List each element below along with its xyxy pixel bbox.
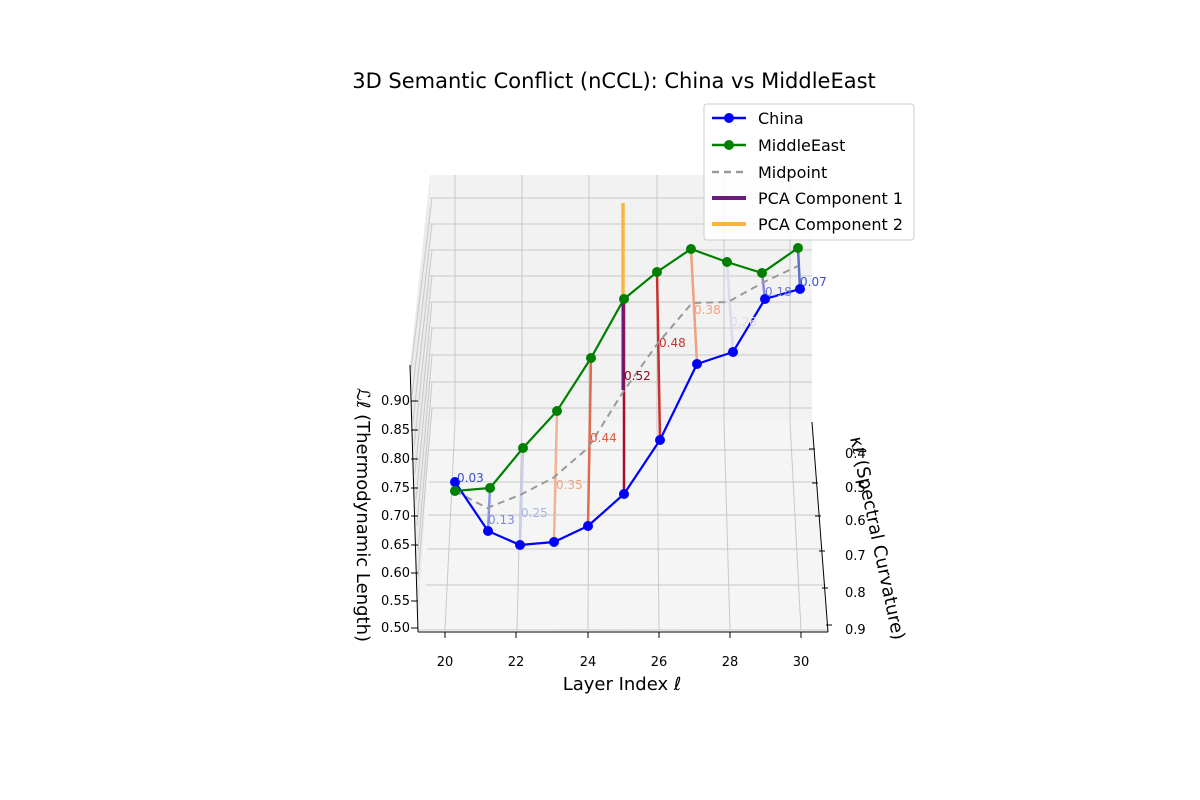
china-point: [483, 526, 493, 536]
legend-marker-1: [724, 113, 734, 123]
distance-connector: [518, 447, 525, 546]
middleeast-point: [722, 257, 732, 267]
tick-labels: 20 22 24 26 28 30 0.4 0.5 0.6 0.7 0.8 0.9 0.90 0.85 0.…: [381, 394, 866, 670]
distance-label: 0.48: [659, 336, 686, 350]
distance-label: 0.18: [765, 285, 792, 299]
china-point: [692, 359, 702, 369]
z-axis-line: [409, 364, 419, 633]
legend-label-5: PCA Component 2: [758, 215, 903, 234]
y-tick-label: 0.6: [845, 514, 866, 529]
grid-line-floor: [789, 421, 802, 631]
distance-label: 0.52: [624, 369, 651, 383]
y-tick-label: 0.4: [845, 447, 866, 462]
distance-label: 0.44: [590, 431, 617, 445]
grid-line-floor: [656, 421, 660, 631]
middleeast-point: [518, 443, 528, 453]
x-tick-label: 24: [580, 655, 597, 670]
distance-label: 0.03: [457, 471, 484, 485]
distance-connector: [586, 357, 593, 527]
china-point: [515, 540, 525, 550]
legend-label-3: Midpoint: [758, 163, 827, 182]
x-tick-label: 26: [651, 655, 668, 670]
distance-label: 0.13: [488, 513, 515, 527]
grid-line-side: [411, 223, 433, 396]
legend-box: [703, 103, 915, 241]
axes: [409, 364, 832, 638]
x-tick-label: 20: [437, 655, 454, 670]
china-point: [549, 537, 559, 547]
chart-title: 3D Semantic Conflict (nCCL): China vs Mi…: [352, 69, 876, 93]
y-axis-label: κℓ (Spectral Curvature): [845, 435, 909, 642]
legend-label-1: China: [758, 109, 804, 128]
grid-line-floor: [444, 421, 456, 631]
distance-label: 0.07: [800, 275, 827, 289]
grid-line-side: [413, 275, 433, 448]
middleeast-point: [586, 353, 596, 363]
x-tick-label: 22: [508, 655, 525, 670]
y-axis-line: [811, 421, 829, 633]
china-point: [728, 347, 738, 357]
china-point: [795, 284, 805, 294]
china-point: [583, 521, 593, 531]
z-tick-label: 0.50: [381, 621, 410, 636]
z-tick-label: 0.80: [381, 452, 410, 467]
grid-line-side: [417, 407, 433, 578]
distance-label: 0.35: [556, 478, 583, 492]
legend-marker-2: [724, 140, 734, 150]
distance-label: 0.25: [521, 506, 548, 520]
grid-line-side: [417, 381, 433, 552]
middleeast-point: [552, 406, 562, 416]
z-tick-label: 0.70: [381, 509, 410, 524]
z-tick-label: 0.65: [381, 538, 410, 553]
z-tick-label: 0.90: [381, 394, 410, 409]
distance-connector: [655, 271, 662, 441]
y-tick-label: 0.9: [845, 623, 866, 638]
legend: China MiddleEast Midpoint PCA Component 1 PC…: [703, 103, 915, 241]
z-tick-label: 0.75: [381, 481, 410, 496]
z-tick-label: 0.60: [381, 566, 410, 581]
china-point: [760, 294, 770, 304]
middleeast-point: [686, 244, 696, 254]
x-axis-label: Layer Index ℓ: [563, 674, 682, 695]
grid-line-side: [414, 301, 433, 474]
z-axis-label: ℒℓ (Thermodynamic Length): [352, 388, 373, 642]
series-layer: [450, 203, 805, 550]
z-tick-label: 0.55: [381, 594, 410, 609]
grid-line-side: [412, 249, 433, 422]
distance-connector: [486, 487, 492, 532]
x-tick-label: 28: [722, 655, 739, 670]
distance-label: 0.26: [730, 315, 757, 329]
legend-label-2: MiddleEast: [758, 136, 845, 155]
grid-line-side: [415, 327, 433, 500]
y-tick-label: 0.8: [845, 586, 866, 601]
middleeast-point: [793, 243, 803, 253]
y-tick-label: 0.7: [845, 549, 866, 564]
distance-connector: [725, 261, 735, 353]
z-tick-label: 0.85: [381, 423, 410, 438]
middleeast-point: [619, 294, 629, 304]
middleeast-point: [485, 483, 495, 493]
grid-line-side: [416, 354, 433, 526]
midpoint-line: [454, 265, 799, 510]
x-tick-label: 30: [793, 655, 810, 670]
middleeast-point: [450, 486, 460, 496]
middleeast-point: [652, 267, 662, 277]
y-tick-label: 0.5: [845, 481, 866, 496]
distance-connector: [689, 248, 699, 365]
distance-connector: [796, 247, 802, 290]
china-point: [450, 477, 460, 487]
grid-line-side: [410, 197, 433, 370]
middleeast-point: [757, 268, 767, 278]
distance-labels: 0.03 0.13 0.25 0.35 0.44 0.52 0.48 0.38 0.26 0.18…: [457, 275, 827, 527]
china-point: [619, 489, 629, 499]
legend-label-4: PCA Component 1: [758, 189, 903, 208]
china-point: [655, 435, 665, 445]
grid-line-floor: [723, 421, 731, 631]
distance-label: 0.38: [694, 303, 721, 317]
